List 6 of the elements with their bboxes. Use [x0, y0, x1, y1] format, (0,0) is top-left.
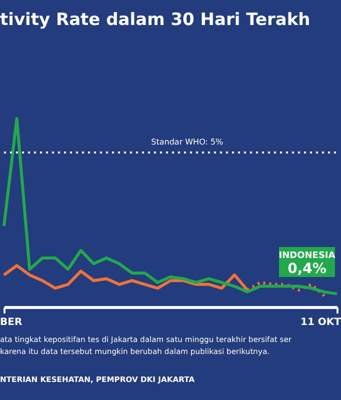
annotation: 0,4% [288, 261, 326, 277]
chart-title: tivity Rate dalam 30 Hari Terakh [0, 10, 310, 30]
annotation: Standar WHO: 5% [151, 137, 224, 146]
text: BER [0, 317, 22, 328]
text: 11 OKT [300, 317, 341, 328]
text: INDONESIA [278, 251, 336, 261]
